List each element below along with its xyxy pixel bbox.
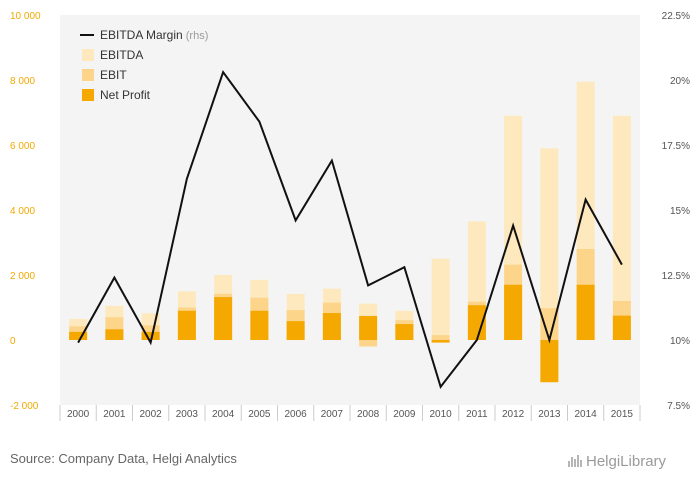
- bar-net-profit: [322, 313, 341, 340]
- y-left-tick-label: 8 000: [10, 76, 35, 87]
- bar-ebitda: [612, 115, 631, 340]
- y-right-tick-label: 17.5%: [662, 141, 690, 152]
- bar-net-profit: [69, 331, 88, 340]
- bar-net-profit: [359, 315, 378, 340]
- bar-net-profit: [105, 329, 124, 340]
- x-tick-label: 2010: [430, 409, 453, 420]
- x-tick-label: 2009: [393, 409, 416, 420]
- bar-net-profit: [286, 321, 305, 340]
- x-tick-label: 2013: [538, 409, 561, 420]
- x-tick-label: 2011: [466, 409, 488, 420]
- brand-logo-icon: [574, 459, 576, 467]
- y-left-tick-label: 0: [10, 336, 16, 347]
- y-left-tick-label: 10 000: [10, 11, 41, 22]
- bar-net-profit: [177, 310, 196, 340]
- brand-logo-icon: [577, 455, 579, 467]
- bar-net-profit: [504, 284, 523, 340]
- bar-ebit: [359, 340, 378, 347]
- brand-logo-icon: [571, 457, 573, 467]
- brand-name: HelgiLibrary: [586, 453, 667, 470]
- y-right-tick-label: 12.5%: [662, 271, 690, 282]
- x-tick-label: 2008: [357, 409, 380, 420]
- y-right-tick-label: 7.5%: [667, 401, 690, 412]
- bar-net-profit: [540, 340, 559, 383]
- x-tick-label: 2001: [103, 409, 126, 420]
- y-right-tick-label: 15%: [670, 206, 690, 217]
- brand-logo-icon: [580, 460, 582, 467]
- source-note: Source: Company Data, Helgi Analytics: [10, 451, 237, 466]
- bar-ebitda: [431, 258, 450, 340]
- y-right-tick-label: 20%: [670, 76, 690, 87]
- legend-suffix: (rhs): [183, 30, 209, 42]
- x-tick-label: 2004: [212, 409, 235, 420]
- bar-net-profit: [612, 315, 631, 340]
- y-left-tick-label: 4 000: [10, 206, 35, 217]
- legend-marker-swatch: [82, 49, 94, 61]
- x-tick-label: 2014: [575, 409, 598, 420]
- y-right-tick-label: 22.5%: [662, 11, 690, 22]
- x-tick-label: 2006: [285, 409, 308, 420]
- legend-marker-swatch: [82, 89, 94, 101]
- x-tick-label: 2012: [502, 409, 525, 420]
- legend-marker-swatch: [82, 69, 94, 81]
- bar-ebit: [431, 335, 450, 340]
- brand-logo-icon: [568, 461, 570, 467]
- bar-net-profit: [141, 331, 160, 340]
- legend-label: Net Profit: [100, 88, 151, 102]
- x-tick-label: 2003: [176, 409, 199, 420]
- bar-net-profit: [467, 305, 486, 340]
- legend-label: EBIT: [100, 68, 127, 82]
- x-tick-label: 2007: [321, 409, 344, 420]
- x-tick-label: 2015: [611, 409, 634, 420]
- legend-label: EBITDA: [100, 48, 143, 62]
- bar-net-profit: [214, 297, 233, 340]
- y-right-tick-label: 10%: [670, 336, 690, 347]
- bar-net-profit: [395, 324, 414, 340]
- bar-net-profit: [576, 284, 595, 340]
- bar-net-profit: [250, 310, 269, 340]
- line-ebitda-margin: [77, 70, 623, 389]
- bar-ebitda: [540, 148, 559, 340]
- x-tick-label: 2005: [248, 409, 271, 420]
- x-tick-label: 2000: [67, 409, 90, 420]
- y-left-tick-label: -2 000: [10, 401, 39, 412]
- legend-label: EBITDA Margin (rhs): [100, 28, 208, 42]
- bar-net-profit: [431, 340, 450, 343]
- bar-ebit: [540, 308, 559, 340]
- y-left-tick-label: 6 000: [10, 141, 35, 152]
- x-tick-label: 2002: [140, 409, 163, 420]
- y-left-tick-label: 2 000: [10, 271, 35, 282]
